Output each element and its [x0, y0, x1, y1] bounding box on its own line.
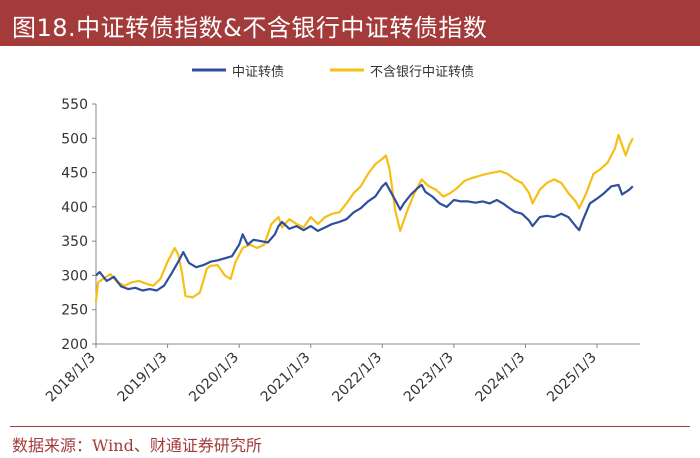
- y-tick-label: 500: [61, 131, 88, 147]
- x-tick-label: 2022/1/3: [329, 350, 385, 406]
- x-tick-label: 2021/1/3: [258, 350, 314, 406]
- x-tick-label: 2024/1/3: [473, 350, 529, 406]
- y-tick-label: 450: [61, 166, 88, 182]
- legend-label-series1: 中证转债: [232, 65, 284, 80]
- x-tick-label: 2018/1/3: [43, 350, 99, 406]
- x-tick-label: 2019/1/3: [115, 350, 171, 406]
- x-tick-label: 2025/1/3: [544, 350, 600, 406]
- legend-label-series2: 不含银行中证转债: [370, 64, 474, 80]
- x-tick-label: 2020/1/3: [186, 350, 242, 406]
- x-tick-label: 2023/1/3: [401, 350, 457, 406]
- series-line-2: [94, 133, 634, 302]
- y-tick-label: 300: [61, 268, 88, 284]
- y-tick-label: 250: [61, 303, 88, 319]
- plot-area: 200 250 300 350 400 450 500 550 2018/1/3 2019/1/3…: [43, 97, 640, 405]
- page-title: 图18.中证转债指数&不含银行中证转债指数: [12, 14, 488, 42]
- y-tick-label: 400: [61, 200, 88, 216]
- chart: 中证转债 不含银行中证转债 20025030035040045050055020…: [43, 64, 640, 405]
- title-bar: 图18.中证转债指数&不含银行中证转债指数: [0, 0, 700, 46]
- source-note: 数据来源：Wind、财通证券研究所: [12, 436, 262, 455]
- series-line-1: [95, 181, 634, 292]
- y-tick-label: 200: [61, 337, 88, 353]
- legend: 中证转债 不含银行中证转债: [192, 64, 474, 80]
- y-tick-label: 550: [61, 97, 88, 113]
- y-tick-label: 350: [61, 234, 88, 250]
- footer-divider: [10, 426, 690, 427]
